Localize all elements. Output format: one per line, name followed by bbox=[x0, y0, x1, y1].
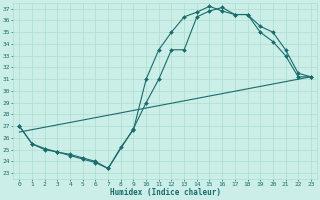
X-axis label: Humidex (Indice chaleur): Humidex (Indice chaleur) bbox=[110, 188, 220, 197]
